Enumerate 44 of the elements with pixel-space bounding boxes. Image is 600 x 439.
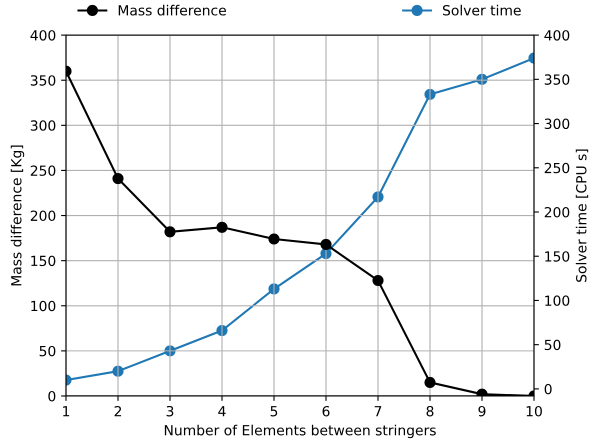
y2-axis-title: Solver time [CPU s] xyxy=(576,149,588,282)
y2-tick-label: 150 xyxy=(545,251,570,262)
point xyxy=(268,233,280,245)
point xyxy=(372,274,384,286)
y-axis-title: Mass difference [Kg] xyxy=(10,146,24,286)
point xyxy=(112,366,124,377)
y-tick-label: 400 xyxy=(30,30,56,41)
point xyxy=(372,191,384,203)
x-tick-label: 2 xyxy=(114,406,122,416)
y2-tick-label: 50 xyxy=(544,340,560,350)
x-tick-label: 7 xyxy=(374,406,382,416)
y-tick-label: 200 xyxy=(30,210,56,222)
x-axis-title: Number of Elements between stringers xyxy=(164,424,436,438)
point xyxy=(216,324,228,336)
x-tick-label: 6 xyxy=(322,406,330,416)
y-tick-label: 50 xyxy=(40,346,56,356)
x-tick-label: 3 xyxy=(166,406,174,416)
y2-tick-label: 250 xyxy=(544,162,570,174)
x-tick-label: 9 xyxy=(478,406,486,416)
x-tick-label: 8 xyxy=(426,406,434,416)
y2-tick-label: 100 xyxy=(545,295,570,306)
point xyxy=(268,283,280,295)
y-tick-label: 150 xyxy=(31,256,56,266)
y-tick-label: 350 xyxy=(30,75,56,86)
x-tick-label: 4 xyxy=(218,406,226,416)
y2-tick-label: 400 xyxy=(544,30,570,41)
legend-label: Mass difference xyxy=(118,4,226,16)
y2-tick-label: 300 xyxy=(544,118,570,130)
x-tick-label: 5 xyxy=(270,406,278,416)
x-tick-label: 10 xyxy=(526,406,542,416)
y2-tick-label: 350 xyxy=(544,74,570,85)
y2-tick-label: 0 xyxy=(544,384,552,394)
x-tick-label: 1 xyxy=(63,406,70,416)
y2-tick-label: 200 xyxy=(544,206,570,218)
y-tick-label: 0 xyxy=(48,390,56,402)
y-tick-label: 100 xyxy=(31,300,56,312)
point xyxy=(320,238,332,250)
point xyxy=(424,376,436,388)
point xyxy=(164,226,176,238)
point xyxy=(216,222,228,233)
y-tick-label: 300 xyxy=(30,120,56,131)
y-tick-label: 250 xyxy=(30,165,56,176)
legend-label: Solver time xyxy=(442,4,521,16)
point xyxy=(112,173,124,184)
